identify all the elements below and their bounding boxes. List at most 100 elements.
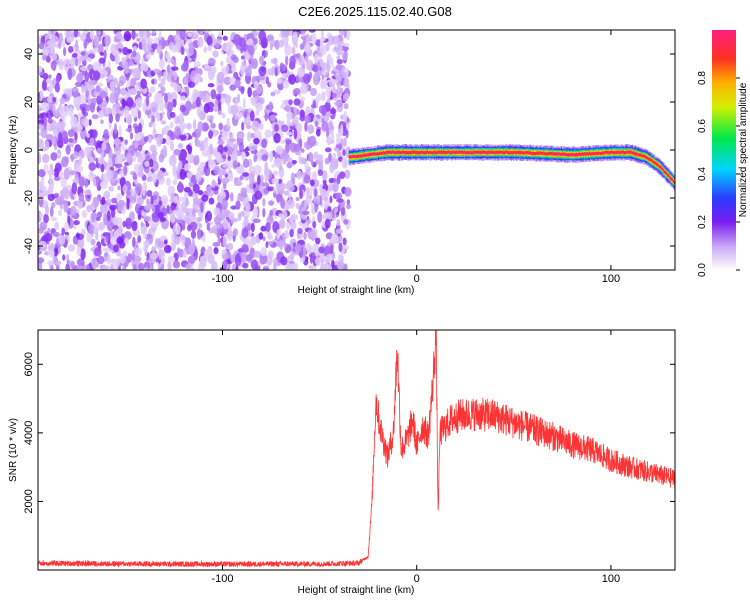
heatmap-ridge-cell	[572, 153, 574, 157]
heatmap-noise-cell	[45, 133, 54, 141]
heatmap-noise-cell	[86, 263, 91, 270]
heatmap-ridge-cell	[601, 151, 603, 155]
heatmap-noise-cell	[63, 167, 70, 180]
heatmap-noise-cell	[191, 132, 197, 138]
heatmap-ridge-cell	[593, 152, 595, 156]
heatmap-noise-cell	[153, 194, 158, 201]
heatmap-noise-cell	[292, 30, 300, 33]
heatmap-noise-cell	[227, 155, 231, 162]
heatmap-noise-cell	[310, 87, 317, 97]
heatmap-ridge-cell	[574, 153, 577, 157]
heatmap-noise-cell	[95, 175, 100, 188]
heatmap-noise-cell	[207, 44, 212, 52]
spectrogram-ytick-label: 40	[23, 48, 35, 60]
heatmap-noise-cell	[50, 35, 59, 43]
heatmap-ridge-cell	[348, 155, 351, 159]
heatmap-noise-cell	[242, 262, 249, 269]
heatmap-noise-cell	[89, 30, 95, 40]
heatmap-ridge-cell	[543, 152, 545, 156]
heatmap-ridge-cell	[410, 151, 412, 155]
heatmap-ridge-cell	[617, 150, 620, 154]
heatmap-noise-cell	[47, 118, 53, 124]
heatmap-noise-cell	[182, 249, 188, 258]
heatmap-noise-cell	[305, 59, 314, 71]
heatmap-noise-cell	[317, 169, 324, 177]
heatmap-ridge-cell	[391, 150, 394, 154]
heatmap-ridge-cell	[513, 150, 515, 155]
heatmap-noise-cell	[346, 199, 351, 205]
heatmap-noise-cell	[39, 71, 45, 76]
heatmap-ridge-cell	[610, 150, 613, 154]
heatmap-noise-cell	[103, 129, 109, 137]
heatmap-noise-cell	[308, 30, 316, 33]
heatmap-noise-cell	[335, 148, 340, 153]
heatmap-noise-cell	[63, 58, 71, 66]
heatmap-noise-cell	[248, 63, 253, 70]
heatmap-ridge-cell	[588, 151, 591, 155]
heatmap-noise-cell	[60, 176, 67, 189]
heatmap-ridge-cell	[404, 151, 406, 155]
heatmap-noise-cell	[111, 152, 116, 165]
heatmap-ridge-cell	[551, 151, 553, 156]
heatmap-noise-cell	[282, 156, 287, 165]
heatmap-noise-cell	[193, 94, 198, 100]
heatmap-noise-cell	[204, 137, 209, 142]
heatmap-ridge-cell	[500, 150, 502, 154]
heatmap-noise-cell	[98, 57, 106, 64]
heatmap-noise-cell	[269, 209, 274, 216]
heatmap-noise-cell	[103, 49, 107, 60]
heatmap-noise-cell	[299, 96, 306, 101]
heatmap-noise-cell	[306, 242, 311, 253]
heatmap-noise-cell	[92, 129, 97, 139]
heatmap-ridge-cell	[579, 152, 581, 156]
heatmap-noise-cell	[273, 133, 281, 144]
heatmap-noise-cell	[313, 193, 321, 206]
heatmap-noise-cell	[302, 73, 311, 85]
heatmap-noise-cell	[286, 111, 294, 120]
heatmap-noise-cell	[229, 138, 237, 143]
heatmap-noise-cell	[292, 116, 299, 125]
snr-xlabel: Height of straight line (km)	[298, 585, 415, 596]
heatmap-noise-cell	[327, 183, 335, 192]
heatmap-ridge-cell	[599, 151, 601, 156]
heatmap-noise-cell	[81, 210, 88, 218]
heatmap-noise-cell	[38, 240, 47, 248]
heatmap-noise-cell	[59, 136, 63, 147]
heatmap-noise-cell	[198, 260, 207, 268]
heatmap-noise-cell	[207, 253, 215, 265]
heatmap-noise-cell	[56, 121, 65, 129]
heatmap-noise-cell	[295, 196, 300, 202]
heatmap-noise-cell	[257, 151, 262, 158]
heatmap-noise-cell	[76, 246, 82, 257]
heatmap-noise-cell	[173, 84, 182, 93]
heatmap-noise-cell	[235, 181, 243, 187]
heatmap-noise-cell	[321, 91, 326, 102]
heatmap-noise-cell	[336, 218, 341, 227]
heatmap-ridge-cell	[441, 151, 444, 155]
heatmap-ridge-cell	[659, 165, 662, 169]
heatmap-ridge-cell	[476, 150, 479, 154]
heatmap-noise-cell	[242, 172, 250, 177]
heatmap-noise-cell	[158, 252, 162, 261]
heatmap-ridge-cell	[623, 151, 626, 155]
heatmap-noise-cell	[285, 131, 293, 136]
heatmap-noise-cell	[133, 67, 141, 79]
heatmap-noise-cell	[200, 201, 204, 213]
heatmap-noise-cell	[88, 80, 95, 85]
heatmap-noise-cell	[230, 54, 237, 61]
heatmap-ridge-cell	[358, 154, 360, 158]
heatmap-noise-cell	[187, 171, 193, 178]
heatmap-ridge-cell	[509, 150, 511, 155]
heatmap-noise-cell	[260, 247, 268, 257]
heatmap-ridge-cell	[495, 150, 497, 155]
heatmap-ridge-cell	[490, 150, 493, 154]
heatmap-noise-cell	[342, 237, 347, 246]
heatmap-noise-cell	[298, 57, 302, 62]
heatmap-noise-cell	[309, 179, 315, 187]
heatmap-ridge-cell	[360, 154, 362, 158]
heatmap-noise-cell	[213, 247, 219, 255]
heatmap-noise-cell	[69, 170, 77, 175]
heatmap-ridge-cell	[540, 151, 543, 155]
heatmap-noise-cell	[120, 87, 126, 96]
heatmap-noise-cell	[311, 206, 316, 215]
